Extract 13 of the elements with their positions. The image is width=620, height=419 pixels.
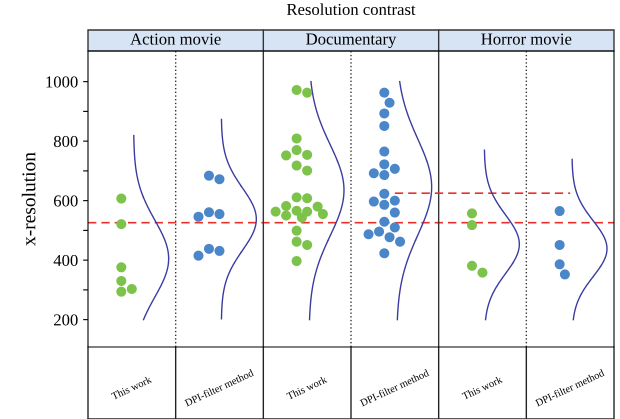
text: Horror movie — [481, 33, 572, 45]
y-tick-label: 1000 — [46, 76, 78, 88]
x-tick-label: This work — [461, 375, 503, 400]
x-tick-label: This work — [110, 375, 152, 400]
y-tick-label: 400 — [54, 254, 78, 266]
text: Documentary — [306, 34, 396, 48]
y-tick-label: 800 — [54, 136, 78, 148]
text: Action movie — [130, 33, 221, 45]
y-axis-title: x-resolution — [22, 152, 36, 246]
y-tick-label: 600 — [54, 195, 78, 207]
x-tick-label: This work — [286, 375, 328, 400]
y-tick-label: 200 — [54, 314, 78, 326]
chart-title: Resolution contrast — [286, 3, 416, 16]
